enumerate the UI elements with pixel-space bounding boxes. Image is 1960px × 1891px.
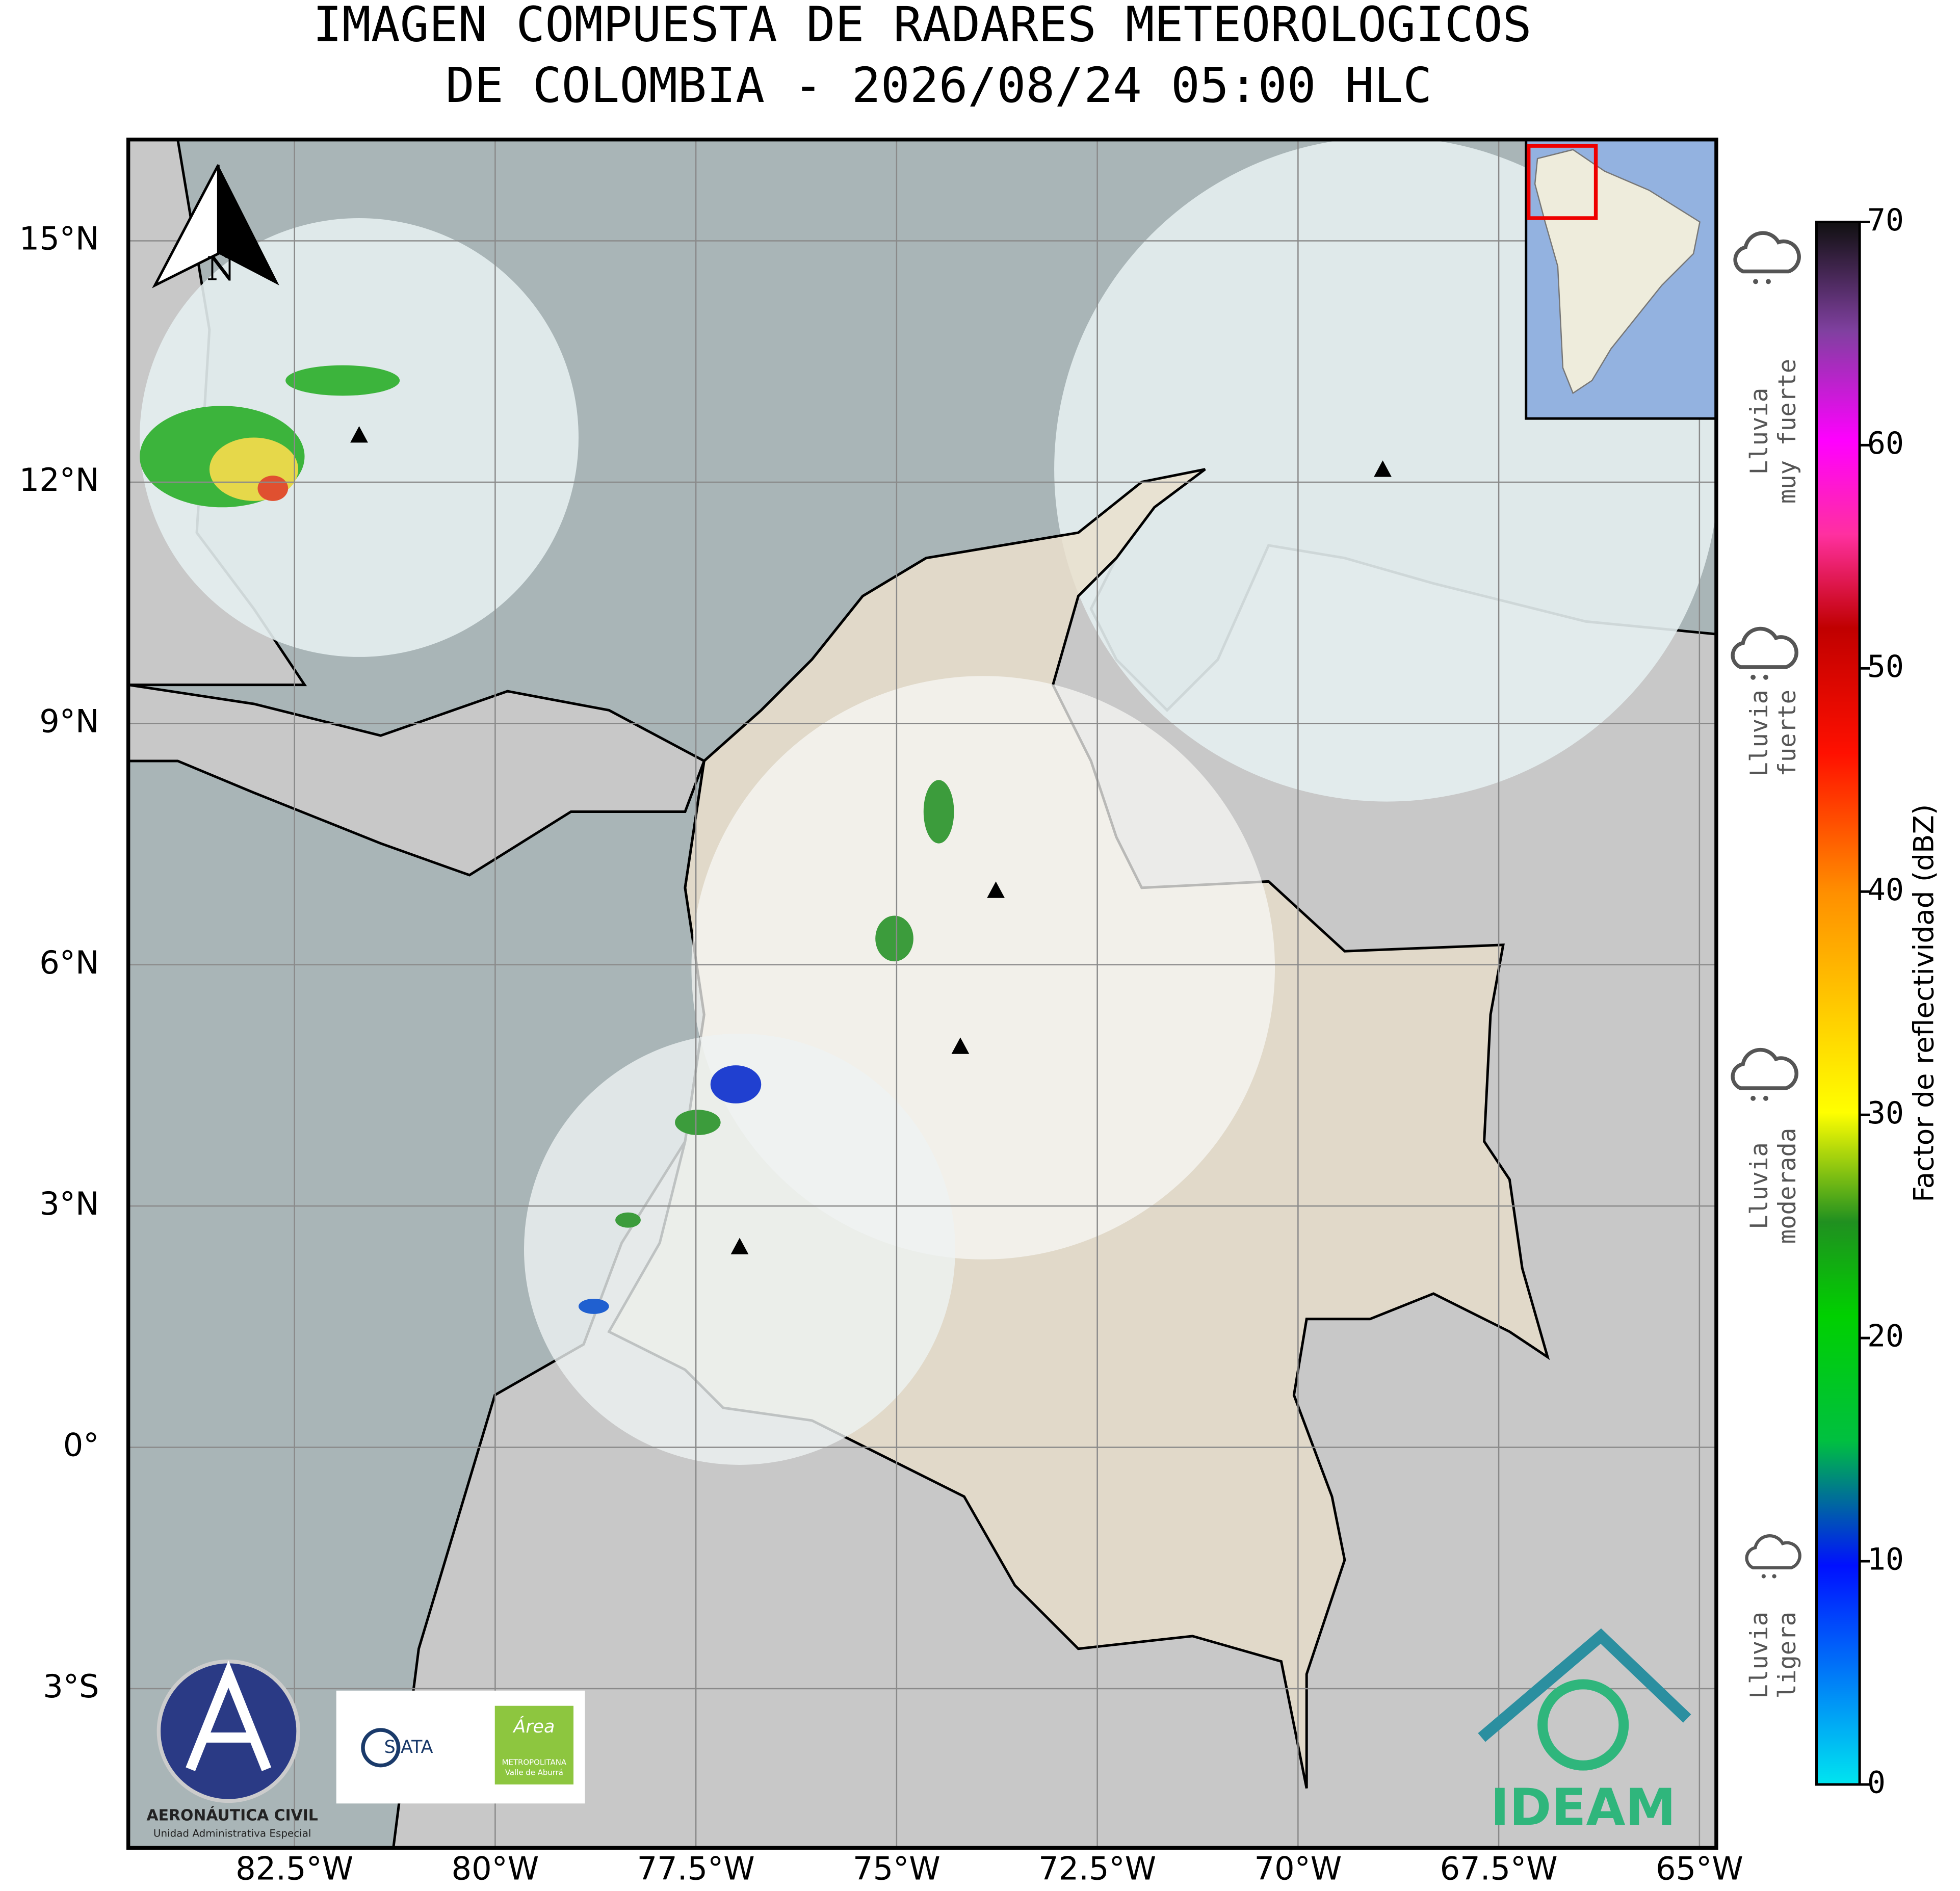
colorbar-tick-label: 70	[1867, 203, 1904, 238]
colorbar-tick-label: 10	[1867, 1542, 1904, 1578]
y-tick-label: 12°N	[19, 461, 99, 498]
colorbar-label: Factor de reflectividad (dBZ)	[1907, 804, 1940, 1202]
aerocivil-sub: Unidad Administrativa Especial	[153, 1828, 311, 1840]
rain-icon	[1747, 1536, 1800, 1578]
title: IMAGEN COMPUESTA DE RADARES METEOROLOGIC…	[313, 0, 1532, 53]
colorbar-tick-label: 30	[1867, 1096, 1904, 1131]
colorbar-tick-label: 0	[1867, 1766, 1886, 1801]
y-tick-label: 6°N	[39, 944, 99, 981]
y-tick-label: 9°N	[39, 702, 99, 740]
radar-echoes	[140, 365, 954, 1314]
rain-category-label: ligera	[1773, 1612, 1801, 1699]
x-tick-label: 70°W	[1255, 1850, 1342, 1887]
logos: AERONÁUTICA CIVIL Unidad Administrativa …	[147, 1628, 1691, 1840]
rain-icon	[1735, 233, 1799, 284]
rain-category-label: Lluvia	[1745, 388, 1773, 475]
rain-category-label: Lluvia	[1745, 690, 1773, 777]
rain-category-label: Lluvia	[1745, 1142, 1773, 1229]
y-tick-label: 3°N	[39, 1185, 99, 1222]
x-tick-label: 75°W	[853, 1850, 940, 1887]
x-tick-label: 67.5°W	[1440, 1850, 1558, 1887]
title: DE COLOMBIA - 2026/08/24 05:00 HLC	[446, 58, 1432, 114]
radar-sites	[350, 426, 1392, 1254]
colorbar	[1815, 220, 1861, 1786]
graticule	[128, 139, 1716, 1848]
rain-category-label: muy fuerte	[1773, 359, 1801, 504]
central-america	[128, 684, 706, 877]
rain-icon	[1733, 1050, 1796, 1101]
rain-category-label: Lluvia	[1745, 1612, 1773, 1699]
siata-logo: SIATA	[384, 1737, 433, 1757]
colorbar-tick-label: 60	[1867, 426, 1904, 461]
ideam-logo: IDEAM	[1491, 1779, 1676, 1837]
colorbar-tick-label: 20	[1867, 1319, 1904, 1354]
x-tick-label: 72.5°W	[1038, 1850, 1156, 1887]
x-tick-label: 80°W	[452, 1850, 539, 1887]
y-tick-label: 15°N	[19, 220, 99, 257]
rain-icon	[1733, 629, 1796, 680]
x-tick-label: 77.5°W	[637, 1850, 755, 1887]
colorbar-tick-label: 40	[1867, 873, 1904, 908]
rain-category-label: moderada	[1773, 1128, 1801, 1244]
area-logo: Área	[512, 1716, 555, 1737]
y-tick-label: 0°	[63, 1427, 99, 1464]
rain-category-label: fuerte	[1773, 690, 1801, 777]
map: N AERONÁUTICA CIVIL Unidad Administrativ…	[128, 139, 1716, 1848]
north-label: N	[206, 250, 236, 288]
inset-map	[1525, 139, 1716, 420]
x-tick-label: 82.5°W	[236, 1850, 353, 1887]
area-logo: Valle de Aburrá	[505, 1768, 563, 1777]
y-tick-label: 3°S	[43, 1668, 99, 1705]
area-logo: METROPOLITANA	[502, 1758, 567, 1767]
aerocivil-name: AERONÁUTICA CIVIL	[147, 1806, 318, 1825]
x-tick-label: 65°W	[1656, 1850, 1743, 1887]
map-frame	[126, 137, 1718, 1850]
colorbar-tick-label: 50	[1867, 649, 1904, 685]
